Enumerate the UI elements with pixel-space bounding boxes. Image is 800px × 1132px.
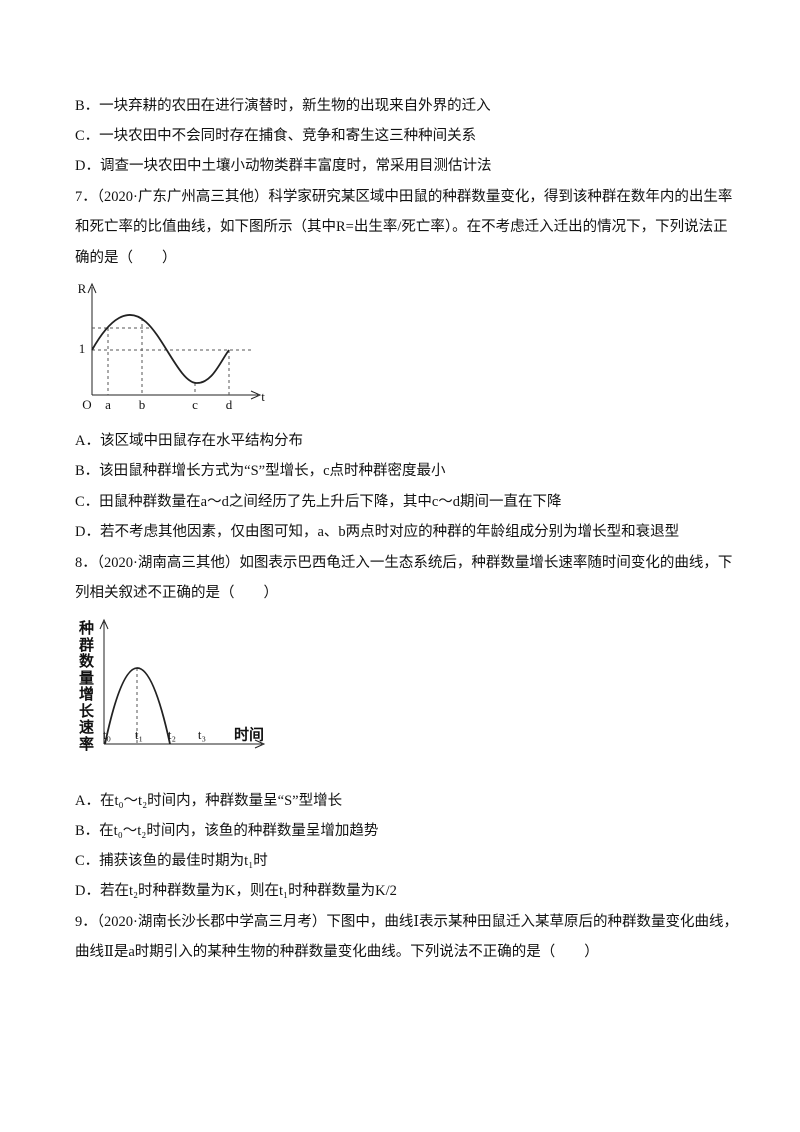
option: A．在t₀～t₂时间内，种群数量呈“S”型增长	[75, 793, 343, 809]
arrow	[254, 739, 266, 749]
question-stem: 9．（2020·湖南长沙长郡中学高三月考）下图中，曲线Ⅰ表示某种田鼠迁入某草原后…	[75, 914, 739, 930]
question-stem: 8．（2020·湖南高三其他）如图表示巴西龟迁入一生态系统后，种群数量增长速率随…	[75, 555, 733, 571]
option: B．一块弃耕的农田在进行演替时，新生物的出现来自外界的迁入	[75, 98, 491, 114]
option: C．捕获该鱼的最佳时期为t₁时	[75, 853, 268, 869]
axis-label: t	[261, 389, 265, 404]
arrow	[250, 390, 262, 400]
option: D．调查一块农田中土壤小动物类群丰富度时，常采用目测估计法	[75, 158, 492, 174]
curve	[91, 314, 230, 384]
tick-label: a	[105, 397, 111, 412]
option: C．一块农田中不会同时存在捕食、竞争和寄生这三种种间关系	[75, 128, 477, 144]
question-stem: 7．（2020·广东广州高三其他）科学家研究某区域中田鼠的种群数量变化，得到该种…	[75, 189, 733, 205]
tick-label: b	[139, 397, 146, 412]
tick-label: c	[192, 397, 198, 412]
option: B．在t₀～t₂时间内，该鱼的种群数量呈增加趋势	[75, 823, 379, 839]
tick-label: t₂	[168, 727, 176, 742]
axis-label: R	[78, 281, 87, 296]
figure-1	[87, 282, 262, 400]
option: B．该田鼠种群增长方式为“S”型增长，c点时种群密度最小	[75, 463, 446, 479]
question-stem: 曲线Ⅱ是a时期引入的某种生物的种群数量变化曲线。下列说法不正确的是（ ）	[75, 944, 599, 960]
arrow	[99, 618, 109, 630]
tick-label: t₃	[198, 727, 206, 742]
question-stem: 列相关叙述不正确的是（ ）	[75, 585, 278, 601]
arrow	[87, 282, 97, 294]
question-stem: 和死亡率的比值曲线，如下图所示（其中R=出生率/死亡率）。在不考虑迁入迁出的情况…	[75, 219, 728, 235]
curve	[104, 667, 171, 745]
tick-label: t₀	[103, 727, 111, 742]
option: D．若不考虑其他因素，仅由图可知，a、b两点时对应的种群的年龄组成分别为增长型和…	[75, 524, 680, 540]
guides	[92, 318, 252, 395]
axis-label: 种群数量增长速率	[79, 619, 95, 753]
tick-label: t₁	[135, 727, 143, 742]
tick-label: d	[226, 397, 233, 412]
tick-label: O	[82, 397, 91, 412]
tick-label: 1	[79, 341, 86, 356]
figure-2	[99, 618, 266, 749]
option: D．若在t₂时种群数量为K，则在t₁时种群数量为K/2	[75, 883, 397, 899]
option: C．田鼠种群数量在a～d之间经历了先上升后下降，其中c～d期间一直在下降	[75, 494, 562, 510]
option: A．该区域中田鼠存在水平结构分布	[75, 433, 303, 449]
axis-label: 时间	[234, 725, 264, 743]
question-stem: 确的是（ ）	[75, 250, 177, 266]
